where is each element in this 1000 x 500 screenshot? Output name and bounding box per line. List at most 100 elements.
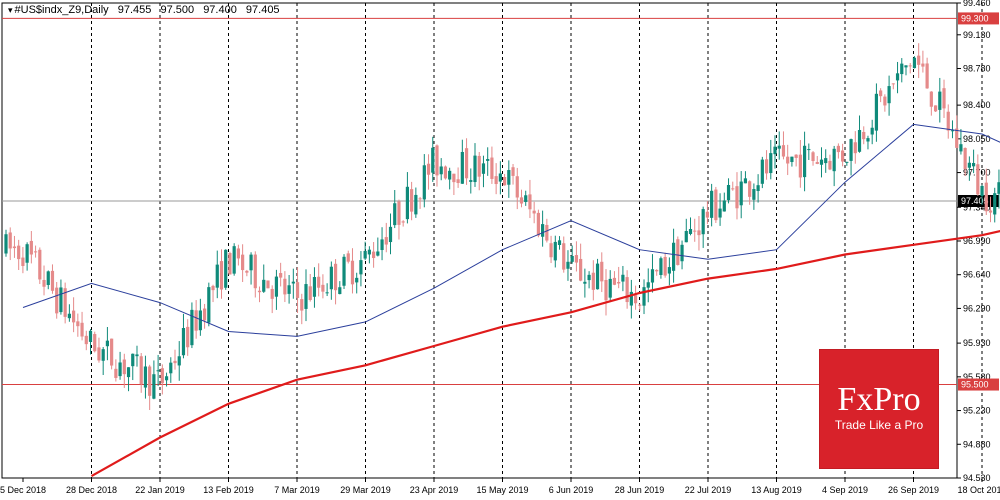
candle-body bbox=[164, 376, 169, 381]
candle-body bbox=[312, 277, 317, 297]
candle-body bbox=[473, 155, 477, 183]
candle-body bbox=[262, 279, 266, 292]
candle-body bbox=[481, 163, 486, 174]
x-tick-label: 13 Aug 2019 bbox=[751, 485, 802, 495]
candle-body bbox=[148, 366, 152, 396]
y-tick-label: 99.460 bbox=[963, 0, 991, 8]
candle-body bbox=[731, 188, 735, 190]
candle-body bbox=[921, 63, 925, 67]
candle-body bbox=[194, 310, 198, 331]
candle-body bbox=[359, 260, 363, 275]
candle-body bbox=[655, 269, 659, 272]
x-tick-label: 28 Jun 2019 bbox=[615, 485, 665, 495]
candle-body bbox=[612, 277, 617, 285]
candle-body bbox=[338, 287, 342, 295]
candle-body bbox=[97, 347, 101, 361]
candle-body bbox=[650, 269, 655, 283]
chart-header: #US$indx_Z9,Daily 97.455 97.500 97.400 9… bbox=[8, 4, 286, 16]
candle-body bbox=[735, 186, 739, 209]
y-tick-label: 98.400 bbox=[963, 100, 991, 110]
candle-body bbox=[93, 334, 97, 352]
candle-body bbox=[997, 182, 1000, 194]
candle-body bbox=[401, 221, 405, 223]
candle-body bbox=[131, 353, 135, 367]
candle-body bbox=[114, 368, 118, 378]
candle-body bbox=[460, 151, 464, 184]
candle-body bbox=[579, 258, 583, 281]
candle-body bbox=[557, 240, 562, 246]
candle-body bbox=[342, 256, 346, 286]
candle-body bbox=[608, 278, 612, 298]
candle-body bbox=[232, 246, 236, 274]
candle-body bbox=[917, 55, 921, 65]
candle-body bbox=[697, 230, 701, 236]
candle-body bbox=[224, 249, 228, 288]
candle-body bbox=[50, 270, 55, 291]
candle-body bbox=[287, 285, 291, 294]
candle-body bbox=[88, 330, 93, 342]
candle-body bbox=[42, 279, 46, 287]
candle-body bbox=[811, 152, 815, 162]
y-tick-label: 97.340 bbox=[963, 202, 991, 212]
candle-body bbox=[929, 91, 933, 107]
candle-body bbox=[346, 253, 350, 262]
candle-body bbox=[270, 288, 274, 299]
candle-body bbox=[186, 326, 190, 348]
candle-body bbox=[663, 256, 667, 276]
candle-body bbox=[764, 159, 769, 174]
candle-body bbox=[786, 156, 790, 164]
candle-body bbox=[646, 282, 650, 288]
candle-body bbox=[566, 261, 570, 269]
candle-body bbox=[925, 63, 929, 89]
candle-body bbox=[486, 159, 490, 161]
x-tick-label: 23 Apr 2019 bbox=[410, 485, 459, 495]
candle-body bbox=[857, 129, 862, 152]
candle-body bbox=[139, 356, 143, 385]
candle-body bbox=[988, 210, 993, 213]
y-tick-label: 98.780 bbox=[963, 64, 991, 74]
candle-body bbox=[173, 360, 177, 364]
candle-body bbox=[405, 186, 410, 220]
candle-body bbox=[372, 251, 376, 259]
candle-body bbox=[933, 105, 938, 112]
candle-body bbox=[135, 354, 139, 357]
candle-body bbox=[308, 286, 312, 300]
symbol-label: #US$indx_Z9,Daily bbox=[8, 4, 109, 16]
high-value: 97.500 bbox=[160, 4, 195, 16]
candle-body bbox=[388, 226, 393, 243]
candle-body bbox=[160, 368, 164, 384]
candle-body bbox=[532, 210, 536, 214]
candle-body bbox=[777, 145, 781, 149]
y-tick-label: 94.880 bbox=[963, 439, 991, 449]
candle-body bbox=[705, 211, 710, 218]
candle-body bbox=[760, 159, 764, 184]
candle-body bbox=[101, 349, 105, 361]
candle-body bbox=[414, 194, 418, 215]
candle-body bbox=[553, 241, 557, 261]
candle-body bbox=[667, 267, 671, 274]
candle-body bbox=[321, 284, 325, 292]
candle-body bbox=[431, 147, 435, 173]
candle-body bbox=[181, 328, 186, 356]
candle-body bbox=[672, 242, 676, 271]
candle-body bbox=[295, 282, 300, 298]
candle-body bbox=[718, 208, 722, 218]
candle-body bbox=[802, 145, 807, 178]
candle-body bbox=[545, 224, 549, 241]
x-tick-label: 18 Oct 2019 bbox=[957, 485, 1000, 495]
candle-body bbox=[993, 193, 997, 215]
candle-body bbox=[126, 367, 131, 378]
candle-body bbox=[976, 164, 980, 195]
candle-body bbox=[105, 340, 110, 347]
level-tag bbox=[958, 12, 999, 25]
y-tick-label: 96.990 bbox=[963, 236, 991, 246]
logo-tagline: Trade Like a Pro bbox=[834, 418, 924, 432]
candle-body bbox=[12, 246, 17, 249]
candle-body bbox=[274, 276, 279, 297]
candle-body bbox=[862, 131, 866, 140]
candle-body bbox=[17, 245, 21, 260]
candle-body bbox=[684, 231, 688, 243]
candle-body bbox=[241, 254, 245, 271]
candle-body bbox=[955, 128, 959, 148]
candle-body bbox=[439, 166, 443, 175]
